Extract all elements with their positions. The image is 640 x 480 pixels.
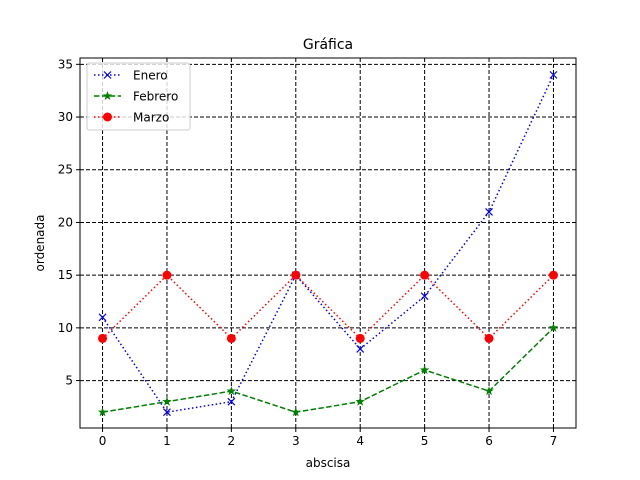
series-line-febrero	[102, 327, 554, 413]
data-point-enero	[163, 408, 171, 417]
data-point-enero	[485, 207, 493, 216]
legend: Enero Febrero Marzo	[86, 62, 191, 131]
legend-label-enero: Enero	[133, 69, 168, 83]
data-point-marzo	[291, 270, 301, 280]
y-tick-label: 10	[58, 321, 73, 335]
legend-label-marzo: Marzo	[133, 111, 169, 125]
y-tick-label: 25	[58, 163, 73, 177]
legend-marker-marzo	[103, 112, 112, 122]
data-point-febrero	[291, 407, 301, 417]
data-point-marzo	[420, 270, 430, 280]
y-tick-label: 30	[58, 110, 73, 124]
legend-marker-enero	[103, 71, 112, 79]
legend-item-marzo: Marzo	[94, 111, 169, 125]
data-point-marzo	[162, 270, 172, 280]
data-point-enero	[549, 70, 558, 79]
y-tick-label: 15	[58, 268, 73, 282]
data-point-marzo	[98, 333, 108, 343]
x-tick-label: 7	[550, 434, 558, 448]
x-tick-label: 1	[163, 434, 171, 448]
data-point-febrero	[162, 396, 172, 406]
series-febrero	[97, 322, 559, 417]
series-enero	[98, 70, 558, 417]
series-layer	[97, 70, 559, 417]
y-tick-label: 5	[65, 374, 73, 388]
data-point-enero	[227, 397, 236, 406]
x-tick-label: 6	[485, 434, 493, 448]
y-axis-label: ordenada	[33, 215, 47, 272]
data-point-marzo	[226, 333, 236, 343]
legend-item-febrero: Febrero	[94, 90, 178, 104]
x-tick-label: 2	[228, 434, 236, 448]
data-point-febrero	[97, 407, 108, 417]
y-tick-label: 20	[58, 215, 73, 229]
chart-title: Gráfica	[303, 37, 353, 53]
data-point-enero	[356, 345, 365, 353]
legend-item-enero: Enero	[94, 69, 168, 83]
data-point-enero	[98, 313, 107, 322]
x-tick-label: 3	[292, 434, 300, 448]
data-point-febrero	[226, 386, 237, 396]
x-tick-label: 4	[356, 434, 364, 448]
x-tick-label: 0	[99, 434, 107, 448]
data-point-febrero	[484, 386, 494, 396]
legend-box	[86, 62, 191, 131]
data-point-enero	[420, 292, 429, 301]
data-point-marzo	[484, 333, 494, 343]
data-point-febrero	[419, 365, 430, 375]
data-point-marzo	[355, 333, 365, 343]
plot-frame	[79, 57, 577, 429]
x-tick-label: 5	[421, 434, 429, 448]
data-point-febrero	[355, 396, 365, 406]
x-axis-label: abscisa	[306, 456, 351, 470]
series-marzo	[98, 270, 558, 343]
data-point-marzo	[548, 270, 558, 280]
legend-marker-febrero	[102, 91, 113, 101]
x-axis: 0 1 2 3 4 5 6 7	[99, 428, 558, 448]
series-line-marzo	[102, 274, 554, 340]
y-axis: 5 10 15 20 25 30 35	[58, 57, 80, 388]
data-point-febrero	[548, 322, 559, 332]
y-tick-label: 35	[58, 57, 73, 71]
legend-label-febrero: Febrero	[133, 90, 178, 104]
